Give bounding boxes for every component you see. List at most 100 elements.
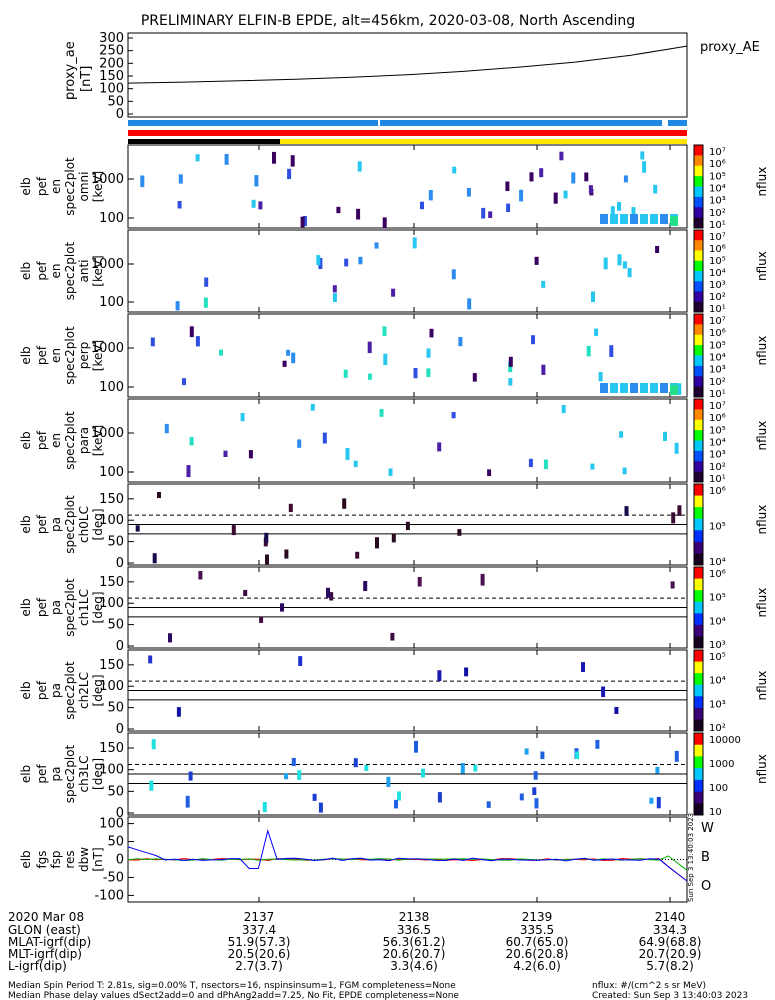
colorbar-frame	[693, 566, 704, 649]
colorbar-segment	[694, 744, 703, 757]
footer-value: 2137	[244, 910, 275, 924]
spectrogram-pixel	[571, 172, 576, 184]
colorbar-tick: 10²	[709, 208, 726, 219]
spectrogram-pixel	[178, 174, 183, 184]
spectrogram-pixel	[600, 214, 608, 224]
colorbar-tick: 10⁴	[709, 438, 726, 449]
status-bars	[128, 120, 687, 144]
panel-0: elb pef en spec2plot omni [keV]100010010⁷10⁶1…	[19, 144, 769, 231]
spectrogram-pixel	[367, 373, 372, 380]
spectrogram-pixel	[670, 385, 678, 395]
footer-value: 56.3(61.2)	[383, 935, 446, 949]
panel-ylabel: anti	[77, 260, 91, 283]
panel-ytick: 150	[99, 575, 124, 590]
colorbar-frame	[693, 649, 704, 732]
spectrogram-pixel	[505, 181, 510, 191]
colorbar-segment	[694, 409, 703, 421]
footer-value: 20.6(20.7)	[383, 947, 446, 961]
colorbar-segment	[694, 530, 703, 543]
spectrogram-pixel	[151, 739, 156, 750]
spectrogram-pixel	[189, 437, 194, 446]
colorbar-segment	[694, 271, 703, 282]
spectrogram-pixel	[663, 431, 667, 441]
spectrogram-pixel	[539, 168, 544, 178]
spectrogram-pixel	[157, 492, 161, 498]
spectrogram-pixel	[610, 383, 618, 393]
spectrogram-pixel	[262, 802, 267, 813]
spectrogram-pixel	[519, 189, 524, 202]
spectrogram-pixel	[473, 764, 478, 772]
spectrogram-pixel	[326, 587, 330, 598]
colorbar-tick: 10¹	[709, 304, 726, 315]
spectrogram-pixel	[265, 554, 269, 565]
colorbar-segment	[694, 207, 703, 219]
spectrogram-pixel	[412, 237, 417, 249]
spectrogram-pixel	[506, 203, 511, 212]
colorbar-segment	[694, 624, 703, 637]
spectrogram-pixel	[282, 360, 287, 367]
footer-row-label: MLT-igrf(dip)	[8, 947, 82, 961]
spectrogram-pixel	[437, 670, 442, 681]
colorbar-tick: 10⁵	[709, 652, 726, 663]
colorbar-tick: 10³	[709, 450, 726, 461]
spectrogram-pixel	[631, 207, 636, 216]
panel-ylabel: en	[49, 433, 63, 448]
spectrogram-pixel	[251, 199, 256, 208]
spectrogram-pixel	[185, 795, 190, 808]
spectrogram-pixel	[318, 258, 323, 269]
colorbar-label: nflux	[755, 167, 769, 197]
colorbar-tick: 10⁷	[709, 401, 726, 412]
spectrogram-pixel	[610, 214, 618, 224]
colorbar-segment	[694, 399, 703, 410]
spectrogram-pixel	[300, 216, 305, 228]
colorbar-label: nflux	[755, 671, 769, 701]
mode-bar-gap	[662, 120, 668, 126]
colorbar-segment	[694, 613, 703, 626]
proxy-ae-frame	[127, 32, 688, 118]
spectrogram-pixel	[204, 277, 209, 287]
panel-ytick: 150	[99, 658, 124, 673]
spectrogram-pixel	[519, 793, 524, 801]
panel-ylabel: pa	[49, 600, 63, 615]
spectrogram-pixel	[563, 190, 568, 199]
spectrogram-pixel	[541, 364, 546, 375]
spectrogram-pixel	[297, 439, 302, 448]
panel-ylabel: elb	[19, 765, 33, 783]
spectrogram-pixel	[575, 751, 580, 760]
panel-frame	[127, 144, 688, 229]
spectrogram-pixel	[248, 450, 253, 459]
spectrogram-pixel	[413, 368, 418, 379]
colorbar-tick: 10⁵	[709, 340, 726, 351]
spectrogram-pixel	[397, 791, 401, 801]
spectrogram-pixel	[288, 503, 293, 513]
fgs-trace	[127, 828, 688, 882]
panel-ylabel: pef	[35, 176, 49, 196]
spectrogram-pixel	[383, 353, 388, 365]
spectrogram-pixel	[460, 763, 465, 774]
panel-ytick: 100	[99, 465, 124, 480]
spectrogram-pixel	[619, 431, 624, 438]
colorbar-frame	[693, 398, 704, 483]
panel-ytick: 0	[116, 556, 124, 571]
colorbar-segment	[694, 250, 703, 262]
spectrogram-panels: elb pef en spec2plot omni [keV]100010010⁷10⁶1…	[19, 144, 769, 903]
spectrogram-pixel	[391, 534, 396, 543]
spectrogram-pixel	[660, 214, 668, 224]
spectrogram-pixel	[670, 581, 675, 589]
panel-6: elb pef pa spec2plot ch2LC [deg]15010050010⁵1…	[19, 649, 769, 737]
colorbar-segment	[694, 461, 703, 473]
colorbar-segment	[694, 230, 703, 241]
colorbar: 10⁵ 10⁴ 10³ 10² nflux	[693, 649, 769, 734]
footer-value: 4.2(6.0)	[513, 959, 561, 973]
colorbar-segment	[694, 779, 703, 793]
panel-ylabel: fgs	[35, 850, 49, 868]
spectrogram-pixel	[622, 261, 627, 269]
fgs-legend: W	[701, 821, 714, 836]
spectrogram-pixel	[428, 190, 433, 201]
colorbar-segment	[694, 176, 703, 187]
panel-7: elb pef pa spec2plot ch3LC [deg] 150 100 50 0 1000…	[19, 732, 769, 821]
spectrogram-pixel	[617, 202, 621, 211]
spectrogram-pixel	[559, 151, 564, 161]
panel-ylabel: [keV]	[91, 340, 105, 371]
